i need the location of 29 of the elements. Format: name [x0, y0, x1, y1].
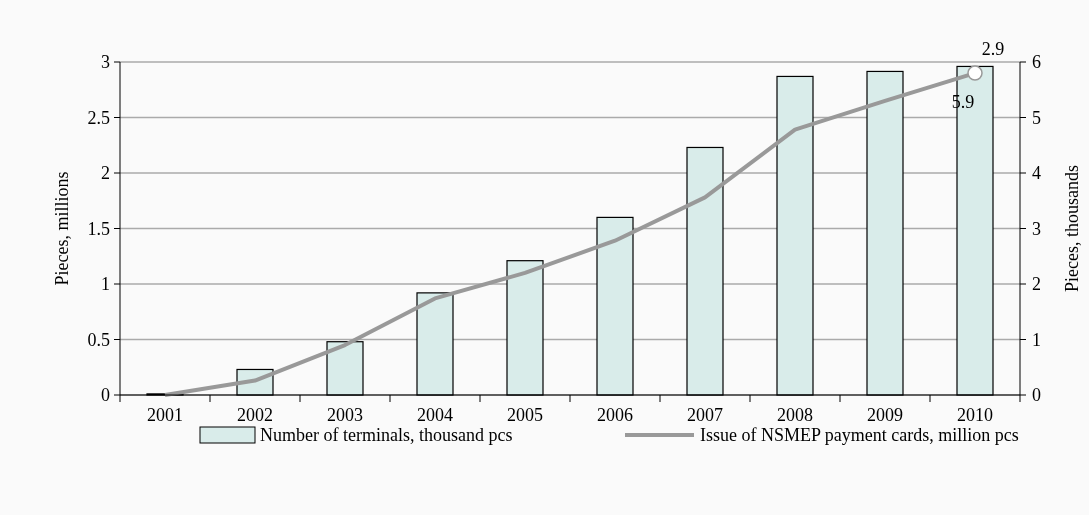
x-tick-label: 2007 [687, 405, 723, 425]
y2-tick-label: 3 [1032, 218, 1041, 239]
y2-tick-label: 1 [1032, 329, 1041, 350]
y2-tick-label: 4 [1032, 163, 1041, 184]
y2-tick-label: 6 [1032, 52, 1041, 73]
y2-tick-label: 5 [1032, 107, 1041, 128]
x-tick-label: 2004 [417, 405, 453, 425]
x-tick-label: 2008 [777, 405, 813, 425]
x-tick-label: 2002 [237, 405, 273, 425]
x-tick-label: 2009 [867, 405, 903, 425]
y-tick-label: 2.5 [87, 107, 110, 128]
legend-label: Number of terminals, thousand pcs [260, 425, 513, 446]
text: 2.9 [981, 39, 1005, 60]
y-tick-label: 1.5 [87, 218, 110, 239]
legend-label: Issue of NSMEP payment cards, million pcs [700, 425, 1019, 446]
x-tick-label: 2010 [957, 405, 993, 425]
x-tick-label: 2006 [597, 405, 633, 425]
x-tick-label: 2001 [147, 405, 183, 425]
y-tick-label: 3 [101, 52, 110, 73]
y2-axis-title: Pieces, thousands [1062, 165, 1082, 292]
x-tick-label: 2003 [327, 405, 363, 425]
y2-tick-label: 2 [1032, 274, 1041, 295]
y-tick-label: 1 [101, 274, 110, 295]
y-tick-label: 0.5 [87, 329, 110, 350]
y2-tick-label: 0 [1032, 385, 1041, 406]
y-axis-title: Pieces, millions [52, 171, 72, 286]
x-tick-label: 2005 [507, 405, 543, 425]
y-tick-label: 2 [101, 163, 110, 184]
y-tick-label: 0 [101, 385, 110, 406]
